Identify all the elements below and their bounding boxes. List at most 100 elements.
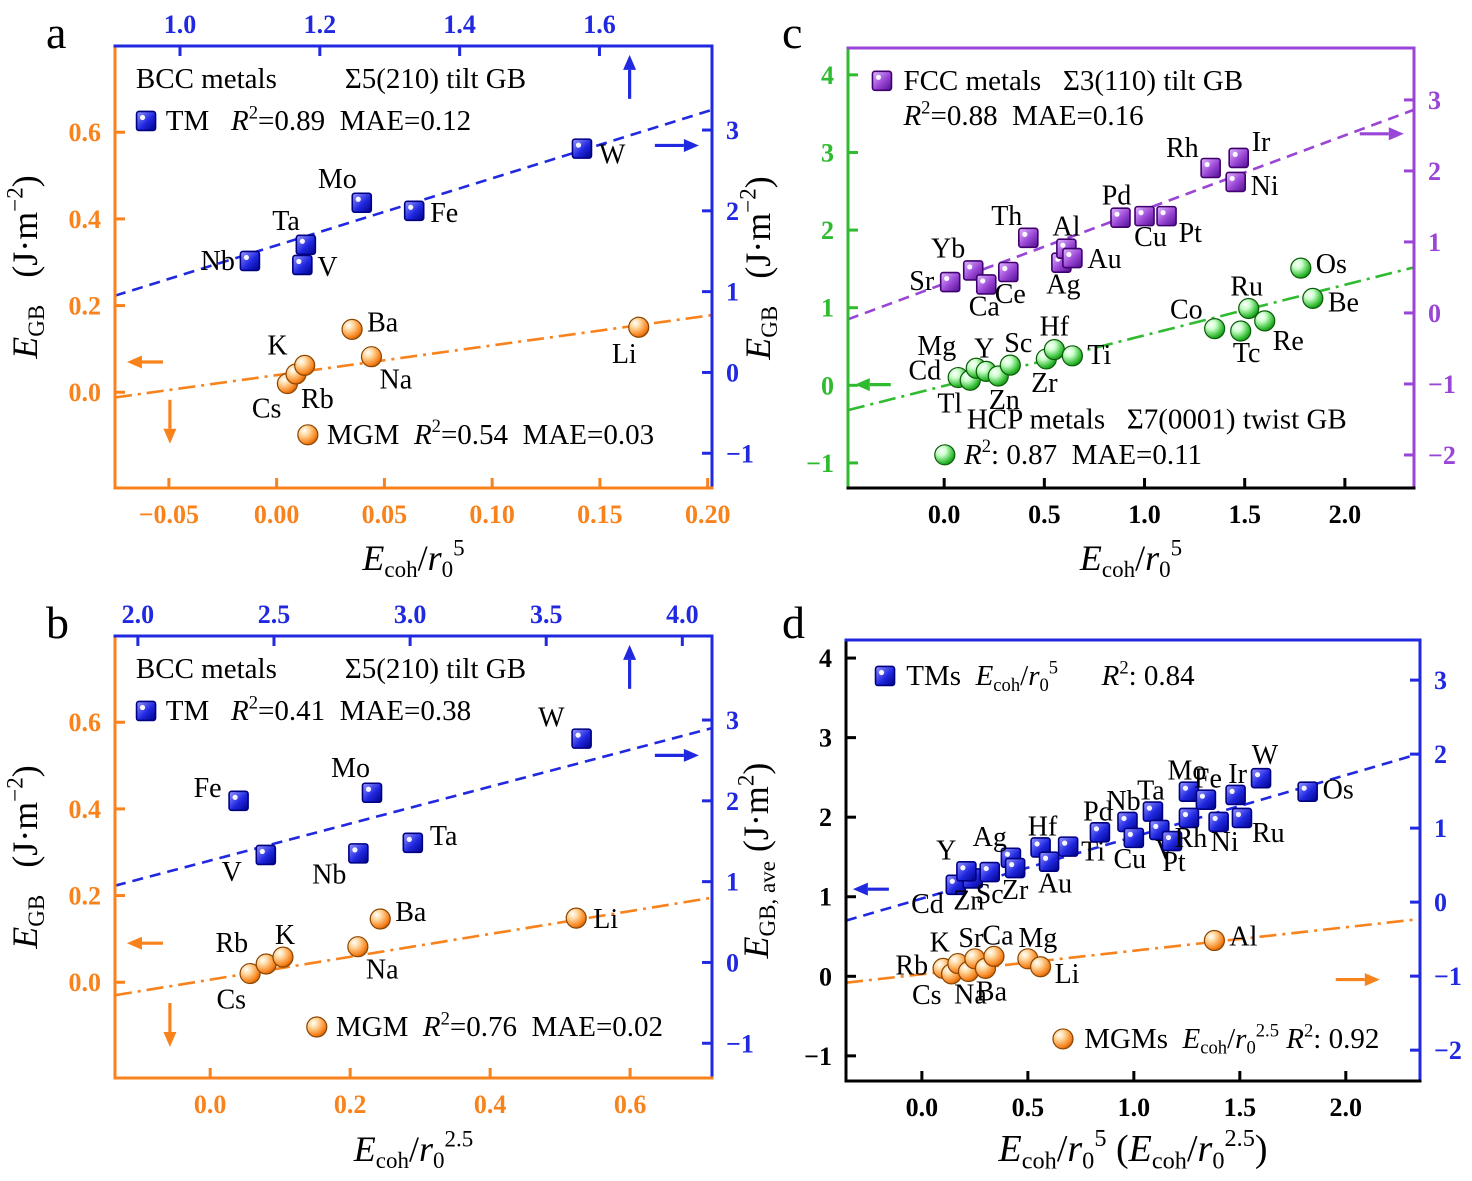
point-label-Ta: Ta [272,206,300,237]
tick-label-right-2: 1 [726,868,739,897]
marker-FCC-Ir [1228,147,1249,169]
point-label-Rb: Rb [301,384,334,415]
point-label-Fe: Fe [430,198,458,229]
legend-marker-orange [306,1016,328,1038]
y-axis-title-a: EGB (J·m−2) [3,175,50,359]
panel-a: Nb Ta V Mo Fe W Cs Rb K Ba Na Li −0.05 0.00 0.05 0.10 0.… [0,0,754,590]
y-axis-title-b: EGB (J·m−2) [3,765,50,949]
tick-label-top-0: 1.0 [164,10,197,39]
marker-FCC-Sr [939,271,961,293]
marker-MGM-K [294,354,316,376]
tick-label-right-1: 0 [726,358,739,387]
marker-TMs-Ti [1057,836,1079,857]
tick-label-right-5: 3 [1428,86,1441,115]
tick-label-top-1: 2.5 [258,600,291,629]
point-label-Al: Al [1229,921,1257,952]
point-label-Rh: Rh [1166,133,1199,164]
tick-label-right-1: −1 [1434,962,1462,991]
trendline-blue [114,726,713,887]
chart-panel-d: CdZnYScAgZrHfAuTiPdNbCuTaVPtMoRhFeNiIrRu… [734,597,1462,1175]
point-label-Y: Y [936,835,956,866]
panel-letter-a: a [46,7,66,58]
tick-label-left-0: 0.0 [69,968,102,997]
tick-label-bottom-2: 0.4 [474,1090,507,1119]
tick-label-bottom-1: 0.00 [254,500,300,529]
y-axis-title-d: EGB, ave (J·m2) [734,763,781,960]
tick-label-right-5: 3 [1434,666,1447,695]
tick-label-right-0: −1 [726,1029,754,1058]
tick-label-right-0: −2 [1434,1036,1462,1065]
point-label-W: W [1252,740,1279,771]
point-label-Na: Na [954,980,987,1011]
tick-label-left-3: 2 [821,216,834,245]
axis-arrow-head [126,355,142,369]
tick-label-left-1: 0.2 [69,292,102,321]
annotation-b-1: Σ5(210) tilt GB [345,653,526,685]
marker-TM-Mo [351,192,373,214]
point-label-Cd: Cd [909,356,942,387]
tick-label-left-2: 0.4 [69,795,102,824]
marker-TMs-W [1250,767,1272,789]
point-label-Nb: Nb [312,859,346,890]
tick-label-right-3: 1 [1434,814,1447,843]
panel-letter-c: c [782,7,802,58]
axis-arrow-head [852,882,868,896]
tick-label-left-1: 0 [821,371,834,400]
point-label-Ru: Ru [1252,818,1285,849]
tick-label-right-4: 2 [1428,157,1441,186]
point-label-Be: Be [1328,287,1359,318]
annotation-a-1: Σ5(210) tilt GB [345,63,526,95]
axis-arrow-head [683,748,699,762]
tick-label-left-4: 3 [819,724,832,753]
point-label-Cs: Cs [216,985,246,1016]
marker-TM-Ta [295,234,317,256]
point-label-V: V [222,857,242,888]
point-label-Re: Re [1273,326,1304,357]
point-label-Ta: Ta [430,821,458,852]
x-axis-title-b: Ecoh/r02.5 [353,1127,474,1174]
point-label-Cu: Cu [1134,222,1167,253]
tick-label-right-3: 2 [726,197,739,226]
tick-label-right-2: 0 [1434,888,1447,917]
marker-TMs-Ru [1231,807,1253,829]
tick-label-bottom-5: 0.20 [685,500,731,529]
tick-label-top-2: 1.4 [443,10,476,39]
point-label-Mo: Mo [318,164,357,195]
marker-MGM-K [272,946,294,968]
x-axis-title-d: Ecoh/r05 (Ecoh/r02.5) [998,1125,1268,1175]
tick-label-bottom-3: 0.10 [469,500,515,529]
marker-FCC-Ni [1225,171,1246,193]
tick-label-bottom-1: 0.5 [1012,1093,1045,1122]
tick-label-top-2: 3.0 [394,600,427,629]
marker-HCP-Sc [999,354,1021,376]
marker-FCC-Au [1062,247,1083,269]
tick-label-bottom-2: 1.0 [1128,500,1161,529]
point-label-W: W [538,703,565,734]
marker-MGM-Ba [341,318,363,340]
tick-label-left-1: 0.2 [69,882,102,911]
tick-label-top-3: 1.6 [583,10,616,39]
annotation-c-3: R2: 0.87 MAE=0.11 [963,436,1202,471]
marker-MGM-Li [565,907,587,929]
annotation-d-0: TMs Ecoh/r05 R2: 0.84 [906,657,1195,695]
legend-marker-blue [135,110,157,132]
tick-label-right-2: 0 [1428,299,1441,328]
annotation-b-3: MGM R2=0.76 MAE=0.02 [336,1008,663,1043]
point-label-Ir: Ir [1252,127,1271,158]
tick-label-left-3: 2 [819,803,832,832]
axis-arrow-head [1388,127,1404,141]
tick-label-bottom-3: 0.6 [614,1090,647,1119]
axis-arrow-head [126,936,142,950]
marker-TM-Fe [228,790,249,812]
annotation-d-1: MGMs Ecoh/r02.5 R2: 0.92 [1084,1020,1379,1058]
chart-panel-b: Fe V Nb Mo Ta W Cs Rb K Na Ba Li 0.0 0.2 0.4 0.6 2.0 2.5 3… [3,597,754,1174]
point-label-Ni: Ni [1251,171,1279,202]
marker-TM-Ta [402,832,424,854]
marker-HCP-Be [1302,287,1324,309]
point-label-Co: Co [1170,295,1203,326]
point-label-Cu: Cu [1114,844,1147,875]
tick-label-left-5: 4 [819,644,832,673]
tick-label-right-3: 2 [726,787,739,816]
axis-arrow-head [623,644,637,660]
